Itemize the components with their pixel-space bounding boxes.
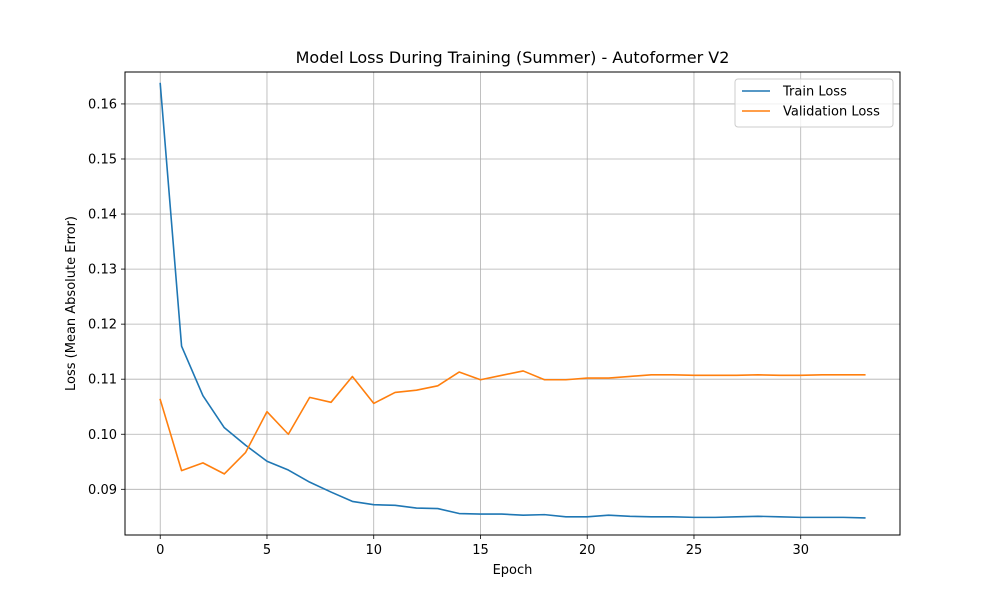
y-tick-label: 0.15 [88, 152, 117, 167]
y-tick-label: 0.14 [88, 208, 117, 223]
y-tick-label: 0.13 [88, 263, 117, 278]
y-axis-label: Loss (Mean Absolute Error) [64, 216, 79, 391]
x-axis: 0 5 10 15 20 25 30 [156, 535, 809, 558]
x-tick-label: 25 [686, 543, 703, 558]
y-tick-label: 0.16 [88, 97, 117, 112]
x-axis-label: Epoch [493, 563, 533, 578]
grid-lines [125, 72, 900, 535]
legend-box [734, 78, 894, 128]
y-tick-label: 0.12 [88, 318, 117, 333]
x-tick-label: 30 [792, 543, 809, 558]
legend-label-train-loss: Train Loss [782, 85, 847, 100]
x-tick-label: 5 [263, 543, 271, 558]
series-line-train-loss [159, 82, 866, 519]
legend-label-validation-loss: Validation Loss [783, 105, 880, 120]
y-tick-label: 0.10 [88, 428, 117, 443]
series-line-validation-loss [159, 370, 866, 475]
y-tick-label: 0.09 [88, 483, 117, 498]
x-tick-label: 20 [579, 543, 596, 558]
y-axis: 0.09 0.10 0.11 0.12 0.13 0.14 0.15 0.16 [88, 97, 125, 498]
series-layer [159, 82, 866, 519]
x-tick-label: 10 [365, 543, 382, 558]
legend: Train Loss Validation Loss [734, 78, 894, 128]
x-tick-label: 0 [156, 543, 164, 558]
plot-frame [124, 71, 901, 536]
x-tick-label: 15 [472, 543, 489, 558]
y-tick-label: 0.11 [88, 373, 117, 388]
chart-title: Model Loss During Training (Summer) - Au… [296, 48, 730, 67]
